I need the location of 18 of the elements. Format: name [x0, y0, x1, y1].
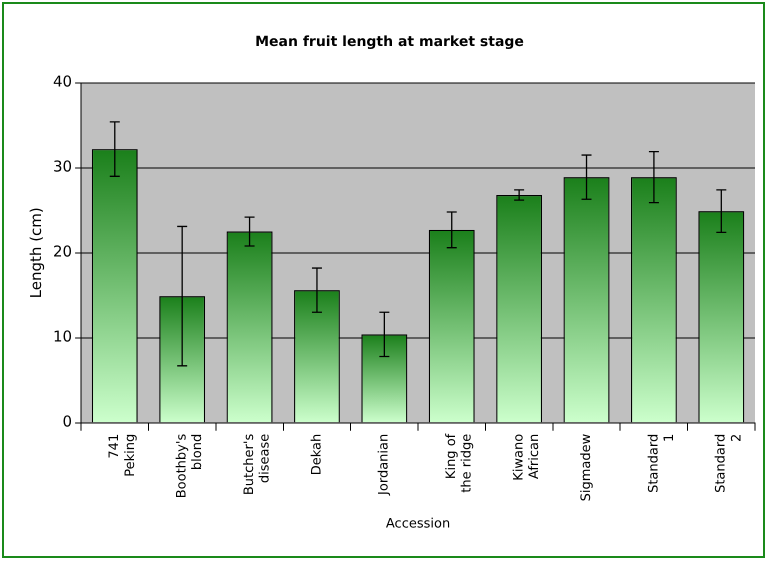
- chart-title: Mean fruit length at market stage: [255, 34, 524, 50]
- x-axis-title: Accession: [386, 516, 450, 532]
- y-axis-title: Length (cm): [26, 207, 45, 298]
- y-tick-label: 10: [52, 328, 72, 346]
- x-tick-label: Sigmadew: [578, 433, 594, 502]
- y-tick-label: 20: [52, 242, 72, 261]
- y-tick-label: 30: [52, 158, 72, 176]
- y-tick-label: 0: [62, 412, 72, 431]
- x-tick-label: Standard 2: [714, 434, 744, 493]
- x-tick-label: 741 Peking: [107, 434, 138, 477]
- x-tick-label: Dekah: [309, 434, 324, 476]
- x-tick-label: Kiwano African: [512, 434, 542, 481]
- x-tick-label: Butcher's disease: [242, 434, 273, 496]
- y-tick-label: 40: [52, 72, 72, 91]
- x-tick-label: Boothby's blond: [174, 434, 206, 498]
- x-tick-label: Jordanian: [376, 434, 392, 496]
- x-tick-label: Standard 1: [646, 434, 677, 493]
- x-tick-label: King of the ridge: [444, 433, 475, 493]
